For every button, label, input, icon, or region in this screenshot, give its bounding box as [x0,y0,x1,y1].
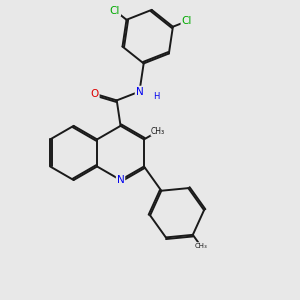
Text: CH₃: CH₃ [194,243,207,249]
Text: Cl: Cl [182,16,192,26]
Text: Cl: Cl [110,6,120,16]
Text: O: O [91,89,99,99]
Text: N: N [117,175,124,185]
Text: CH₃: CH₃ [151,127,165,136]
Text: H: H [154,92,160,101]
Text: N: N [136,87,143,97]
